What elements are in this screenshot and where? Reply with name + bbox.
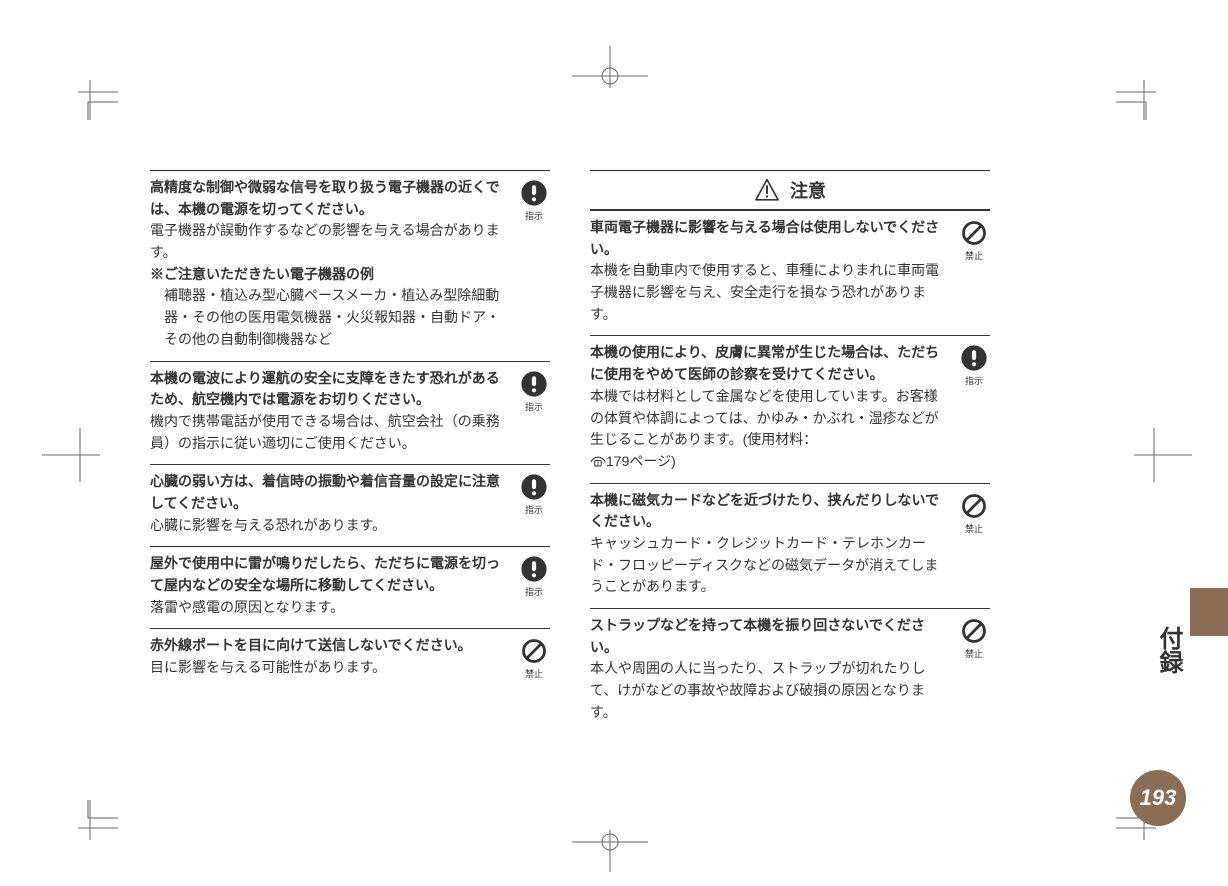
instruction-icon: 指示	[518, 368, 550, 413]
thumb-tab	[1190, 588, 1228, 636]
text-line: 本機の使用により、皮膚に異常が生じた場合は、ただちに使用をやめて医師の診察を受け…	[590, 342, 950, 385]
block-text: 車両電子機器に影響を与える場合は使用しないでください。本機を自動車内で使用すると…	[590, 217, 950, 325]
left_col-block-2: 心臓の弱い方は、着信時の振動や着信音量の設定に注意してください。心臓に影響を与え…	[150, 464, 550, 546]
instruction-icon: 指示	[518, 471, 550, 516]
text-line: 落雷や感電の原因となります。	[150, 597, 510, 619]
text-line: 赤外線ポートを目に向けて送信しないでください。	[150, 635, 510, 657]
text-line: 高精度な制御や微弱な信号を取り扱う電子機器の近くでは、本機の電源を切ってください…	[150, 177, 510, 220]
right_col-block-3: ストラップなどを持って本機を振り回さないでください。本人や周囲の人に当ったり、ス…	[590, 608, 990, 733]
right-column: 注意 車両電子機器に影響を与える場合は使用しないでください。本機を自動車内で使用…	[590, 170, 990, 733]
block-text: 屋外で使用中に雷が鳴りだしたら、ただちに電源を切って屋内などの安全な場所に移動し…	[150, 553, 510, 618]
block-text: ストラップなどを持って本機を振り回さないでください。本人や周囲の人に当ったり、ス…	[590, 615, 950, 723]
block-text: 本機の使用により、皮膚に異常が生じた場合は、ただちに使用をやめて医師の診察を受け…	[590, 342, 950, 472]
page-content: 高精度な制御や微弱な信号を取り扱う電子機器の近くでは、本機の電源を切ってください…	[150, 170, 1080, 733]
text-line: ※ご注意いただきたい電子機器の例	[150, 264, 510, 286]
register-mark-top	[560, 42, 660, 92]
text-line: 本機では材料として金属などを使用しています。お客様の体質や体調によっては、かゆみ…	[590, 386, 950, 451]
icon-label: 禁止	[965, 522, 983, 535]
prohibit-icon: 禁止	[958, 615, 990, 660]
text-line: 本機を自動車内で使用すると、車種によりまれに車両電子機器に影響を与え、安全走行を…	[590, 260, 950, 325]
right_col-block-0: 車両電子機器に影響を与える場合は使用しないでください。本機を自動車内で使用すると…	[590, 210, 990, 335]
register-mark-left	[36, 420, 106, 490]
prohibit-icon: 禁止	[958, 490, 990, 535]
block-text: 本機の電波により運航の安全に支障をきたす恐れがあるため、航空機内では電源をお切り…	[150, 368, 510, 455]
instruction-icon: 指示	[958, 342, 990, 387]
prohibit-icon: 禁止	[958, 217, 990, 262]
text-line: 本人や周囲の人に当ったり、ストラップが切れたりして、けがなどの事故や故障および破…	[590, 658, 950, 723]
register-mark-right	[1128, 420, 1198, 490]
prohibit-icon: 禁止	[518, 635, 550, 680]
block-text: 赤外線ポートを目に向けて送信しないでください。目に影響を与える可能性があります。	[150, 635, 510, 678]
page-number-badge: 193	[1130, 770, 1186, 826]
text-line: 機内で携帯電話が使用できる場合は、航空会社（の乗務員）の指示に従い適切にご使用く…	[150, 411, 510, 454]
text-line: 本機に磁気カードなどを近づけたり、挟んだりしないでください。	[590, 490, 950, 533]
block-text: 高精度な制御や微弱な信号を取り扱う電子機器の近くでは、本機の電源を切ってください…	[150, 177, 510, 351]
text-line: 電子機器が誤動作するなどの影響を与える場合があります。	[150, 220, 510, 263]
block-text: 本機に磁気カードなどを近づけたり、挟んだりしないでください。キャッシュカード・ク…	[590, 490, 950, 598]
icon-label: 指示	[525, 585, 543, 598]
text-line: 補聴器・植込み型心臓ペースメーカ・植込み型除細動器・その他の医用電気機器・火災報…	[150, 285, 510, 350]
instruction-icon: 指示	[518, 553, 550, 598]
icon-label: 禁止	[965, 647, 983, 660]
left_col-block-1: 本機の電波により運航の安全に支障をきたす恐れがあるため、航空機内では電源をお切り…	[150, 361, 550, 465]
text-line: 車両電子機器に影響を与える場合は使用しないでください。	[590, 217, 950, 260]
text-line: 心臓に影響を与える恐れがあります。	[150, 515, 510, 537]
left_col-block-0: 高精度な制御や微弱な信号を取り扱う電子機器の近くでは、本機の電源を切ってください…	[150, 170, 550, 361]
right_col-block-2: 本機に磁気カードなどを近づけたり、挟んだりしないでください。キャッシュカード・ク…	[590, 483, 990, 608]
left-column: 高精度な制御や微弱な信号を取り扱う電子機器の近くでは、本機の電源を切ってください…	[150, 170, 550, 733]
caution-triangle-icon	[754, 177, 780, 203]
text-line: 心臓の弱い方は、着信時の振動や着信音量の設定に注意してください。	[150, 471, 510, 514]
block-text: 心臓の弱い方は、着信時の振動や着信音量の設定に注意してください。心臓に影響を与え…	[150, 471, 510, 536]
caution-title: 注意	[790, 177, 826, 203]
crop-mark-bottom-left	[60, 798, 120, 858]
text-line: 本機の電波により運航の安全に支障をきたす恐れがあるため、航空機内では電源をお切り…	[150, 368, 510, 411]
icon-label: 指示	[965, 374, 983, 387]
icon-label: 禁止	[525, 667, 543, 680]
caution-header: 注意	[590, 170, 990, 210]
crop-mark-top-left	[60, 62, 120, 122]
text-line: 屋外で使用中に雷が鳴りだしたら、ただちに電源を切って屋内などの安全な場所に移動し…	[150, 553, 510, 596]
icon-label: 指示	[525, 400, 543, 413]
page-number: 193	[1140, 785, 1177, 811]
text-line: ストラップなどを持って本機を振り回さないでください。	[590, 615, 950, 658]
left_col-block-3: 屋外で使用中に雷が鳴りだしたら、ただちに電源を切って屋内などの安全な場所に移動し…	[150, 546, 550, 628]
register-mark-bottom	[560, 826, 660, 876]
icon-label: 指示	[525, 503, 543, 516]
icon-label: 指示	[525, 209, 543, 222]
left_col-block-4: 赤外線ポートを目に向けて送信しないでください。目に影響を与える可能性があります。…	[150, 628, 550, 690]
right_col-block-1: 本機の使用により、皮膚に異常が生じた場合は、ただちに使用をやめて医師の診察を受け…	[590, 335, 990, 482]
instruction-icon: 指示	[518, 177, 550, 222]
text-line: 目に影響を与える可能性があります。	[150, 657, 510, 679]
text-line: キャッシュカード・クレジットカード・テレホンカード・フロッピーディスクなどの磁気…	[590, 533, 950, 598]
text-line: 179ページ)	[590, 451, 950, 473]
section-label: 付録	[1156, 626, 1180, 674]
crop-mark-top-right	[1114, 62, 1174, 122]
icon-label: 禁止	[965, 249, 983, 262]
